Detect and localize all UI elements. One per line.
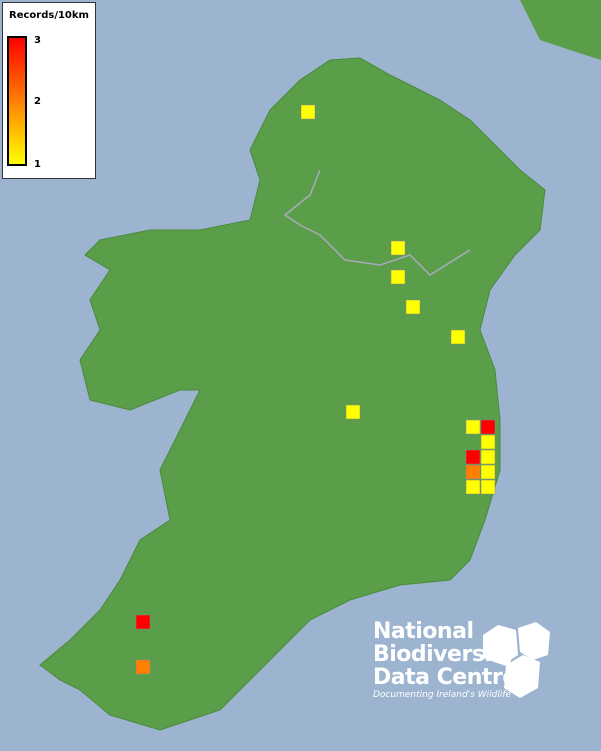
record-square[interactable] [135,614,151,630]
record-square[interactable] [480,419,496,435]
logo-line1: National [373,619,474,644]
legend-title: Records/10km [9,10,89,21]
legend: Records/10km 3 2 1 [2,2,96,179]
legend-mid: 2 [34,96,41,107]
logo-hexagons-icon [483,622,550,698]
record-square[interactable] [465,419,481,435]
record-square[interactable] [465,464,481,480]
record-square[interactable] [480,449,496,465]
record-square[interactable] [300,104,316,120]
record-square[interactable] [345,404,361,420]
northern-ireland-border [283,169,471,276]
record-square[interactable] [480,434,496,450]
nbdc-logo: National Biodiversity Data Centre Docume… [373,620,517,700]
record-square[interactable] [390,240,406,256]
record-squares [135,104,496,675]
ireland-landmass [39,57,546,731]
legend-min: 1 [34,159,41,170]
scotland-landmass [520,0,601,60]
logo-tagline: Documenting Ireland's Wildlife [373,690,512,700]
color-ramp [7,36,27,166]
record-square[interactable] [465,479,481,495]
record-square[interactable] [390,269,406,285]
legend-max: 3 [34,35,41,46]
record-square[interactable] [405,299,421,315]
logo-line2: Biodiversity [373,642,516,667]
record-square[interactable] [135,659,151,675]
record-square[interactable] [450,329,466,345]
logo-line3: Data Centre [373,665,517,690]
record-square[interactable] [480,479,496,495]
record-square[interactable] [465,449,481,465]
record-square[interactable] [480,464,496,480]
